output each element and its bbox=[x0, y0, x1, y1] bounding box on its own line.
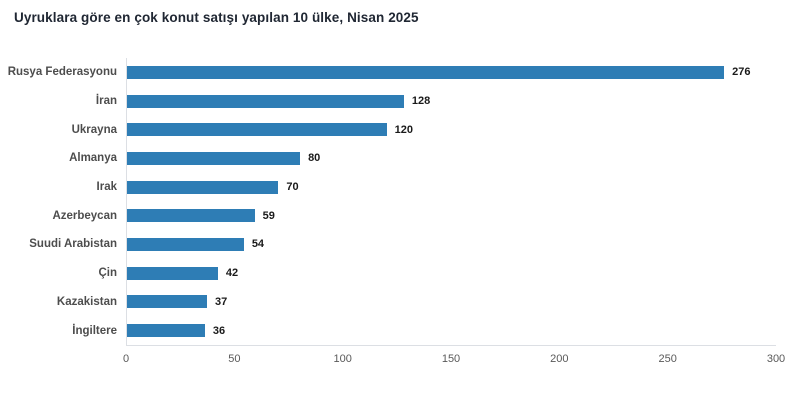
bar bbox=[127, 324, 205, 338]
bar-row: 37 bbox=[127, 288, 776, 317]
value-label: 36 bbox=[212, 324, 226, 337]
value-label: 128 bbox=[411, 95, 431, 108]
bar bbox=[127, 237, 244, 251]
bar bbox=[127, 295, 208, 309]
chart-title: Uyruklara göre en çok konut satışı yapıl… bbox=[14, 10, 419, 25]
bar bbox=[127, 65, 725, 79]
category-label: Irak bbox=[96, 181, 117, 194]
bar bbox=[127, 94, 404, 108]
bar bbox=[127, 266, 218, 280]
value-label: 80 bbox=[308, 152, 321, 165]
category-label: Çin bbox=[98, 267, 117, 280]
category-label: İran bbox=[95, 95, 117, 108]
bar-row: 59 bbox=[127, 201, 776, 230]
bar bbox=[127, 180, 279, 194]
category-label: Ukrayna bbox=[71, 123, 117, 136]
bar bbox=[127, 209, 255, 223]
category-label: Almanya bbox=[69, 152, 117, 165]
value-label: 54 bbox=[251, 238, 265, 251]
category-label: Kazakistan bbox=[56, 295, 117, 308]
x-tick-label: 50 bbox=[228, 353, 241, 365]
bar-row: 70 bbox=[127, 173, 776, 202]
bar-row: 80 bbox=[127, 144, 776, 173]
x-tick-label: 200 bbox=[550, 353, 569, 365]
x-tick-label: 100 bbox=[333, 353, 352, 365]
y-axis-category-labels: Rusya Federasyonu İran Ukrayna Almanya I… bbox=[0, 58, 126, 346]
plot-area: Rusya Federasyonu İran Ukrayna Almanya I… bbox=[0, 58, 800, 346]
x-axis-ticks: 0 50 100 150 200 250 300 bbox=[122, 346, 785, 368]
category-label: Suudi Arabistan bbox=[29, 238, 117, 251]
value-label: 276 bbox=[732, 66, 751, 79]
bar-rows: 276 128 120 80 70 59 54 42 37 36 bbox=[126, 58, 776, 346]
bar-row: 36 bbox=[127, 316, 776, 345]
x-axis: 0 50 100 150 200 250 300 bbox=[0, 346, 800, 368]
bar-row: 120 bbox=[127, 115, 776, 144]
category-label: İngiltere bbox=[72, 324, 117, 337]
bar bbox=[127, 123, 387, 137]
value-label: 70 bbox=[286, 181, 299, 194]
value-label: 42 bbox=[225, 267, 239, 280]
x-tick-label: 250 bbox=[658, 353, 677, 365]
value-label: 37 bbox=[215, 295, 228, 308]
x-axis-spacer bbox=[0, 346, 126, 368]
value-label: 120 bbox=[394, 123, 413, 136]
bar-row: 42 bbox=[127, 259, 776, 288]
category-label: Rusya Federasyonu bbox=[7, 66, 117, 79]
x-tick-label: 300 bbox=[766, 353, 786, 365]
x-tick-label: 0 bbox=[122, 353, 130, 365]
bar-row: 276 bbox=[127, 58, 776, 87]
x-tick-label: 150 bbox=[441, 353, 461, 365]
category-label: Azerbeycan bbox=[52, 209, 117, 222]
bar bbox=[127, 151, 301, 165]
value-label: 59 bbox=[262, 209, 275, 222]
bar-row: 54 bbox=[127, 230, 776, 259]
bar-row: 128 bbox=[127, 87, 776, 116]
